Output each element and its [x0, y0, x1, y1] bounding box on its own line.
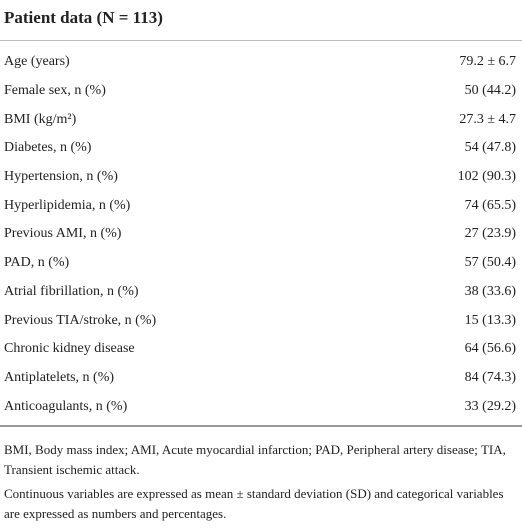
- footnote: Continuous variables are expressed as me…: [4, 486, 504, 521]
- row-label: PAD, n (%): [4, 255, 70, 271]
- row-value: 84 (74.3): [464, 369, 516, 385]
- row-label: Age (years): [4, 54, 70, 70]
- row-value: 54 (47.8): [464, 140, 516, 156]
- row-value: 79.2 ± 6.7: [459, 54, 516, 70]
- table-row: BMI (kg/m²) 27.3 ± 4.7: [0, 105, 522, 134]
- row-value: 33 (29.2): [464, 398, 516, 414]
- table-row: Hypertension, n (%) 102 (90.3): [0, 163, 522, 192]
- row-label: Antiplatelets, n (%): [4, 369, 115, 385]
- row-value: 50 (44.2): [464, 83, 516, 99]
- table-row: Atrial fibrillation, n (%) 38 (33.6): [0, 278, 522, 307]
- row-label: Diabetes, n (%): [4, 140, 92, 156]
- table-row: Previous AMI, n (%) 27 (23.9): [0, 220, 522, 249]
- row-value: 27.3 ± 4.7: [459, 111, 516, 127]
- table-row: Previous TIA/stroke, n (%) 15 (13.3): [0, 306, 522, 335]
- table-row: Antiplatelets, n (%) 84 (74.3): [0, 364, 522, 393]
- row-value: 27 (23.9): [464, 226, 516, 242]
- row-value: 64 (56.6): [464, 341, 516, 357]
- row-value: 102 (90.3): [457, 169, 516, 185]
- row-label: BMI (kg/m²): [4, 111, 77, 127]
- row-label: Chronic kidney disease: [4, 341, 135, 357]
- row-label: Anticoagulants, n (%): [4, 398, 128, 414]
- row-label: Hypertension, n (%): [4, 169, 118, 185]
- table-row: Age (years) 79.2 ± 6.7: [0, 48, 522, 77]
- row-value: 57 (50.4): [464, 255, 516, 271]
- table-row: Female sex, n (%) 50 (44.2): [0, 77, 522, 106]
- row-value: 15 (13.3): [464, 312, 516, 328]
- row-value: 74 (65.5): [464, 197, 516, 213]
- table-row: Anticoagulants, n (%) 33 (29.2): [0, 392, 522, 421]
- table-row: PAD, n (%) 57 (50.4): [0, 249, 522, 278]
- table-title: Patient data (N = 113): [4, 8, 163, 27]
- row-value: 38 (33.6): [464, 283, 516, 299]
- row-label: Previous TIA/stroke, n (%): [4, 312, 157, 328]
- row-label: Previous AMI, n (%): [4, 226, 122, 242]
- table-row: Hyperlipidemia, n (%) 74 (65.5): [0, 191, 522, 220]
- table-row: Chronic kidney disease 64 (56.6): [0, 335, 522, 364]
- row-label: Female sex, n (%): [4, 83, 106, 99]
- footnote: BMI, Body mass index; AMI, Acute myocard…: [4, 442, 506, 477]
- table-row: Diabetes, n (%) 54 (47.8): [0, 134, 522, 163]
- footnotes: BMI, Body mass index; AMI, Acute myocard…: [4, 440, 518, 528]
- table-body: Age (years) 79.2 ± 6.7 Female sex, n (%) 50…: [0, 48, 522, 421]
- top-rule: [0, 40, 522, 41]
- bottom-rule: [0, 425, 522, 427]
- row-label: Hyperlipidemia, n (%): [4, 197, 131, 213]
- row-label: Atrial fibrillation, n (%): [4, 283, 139, 299]
